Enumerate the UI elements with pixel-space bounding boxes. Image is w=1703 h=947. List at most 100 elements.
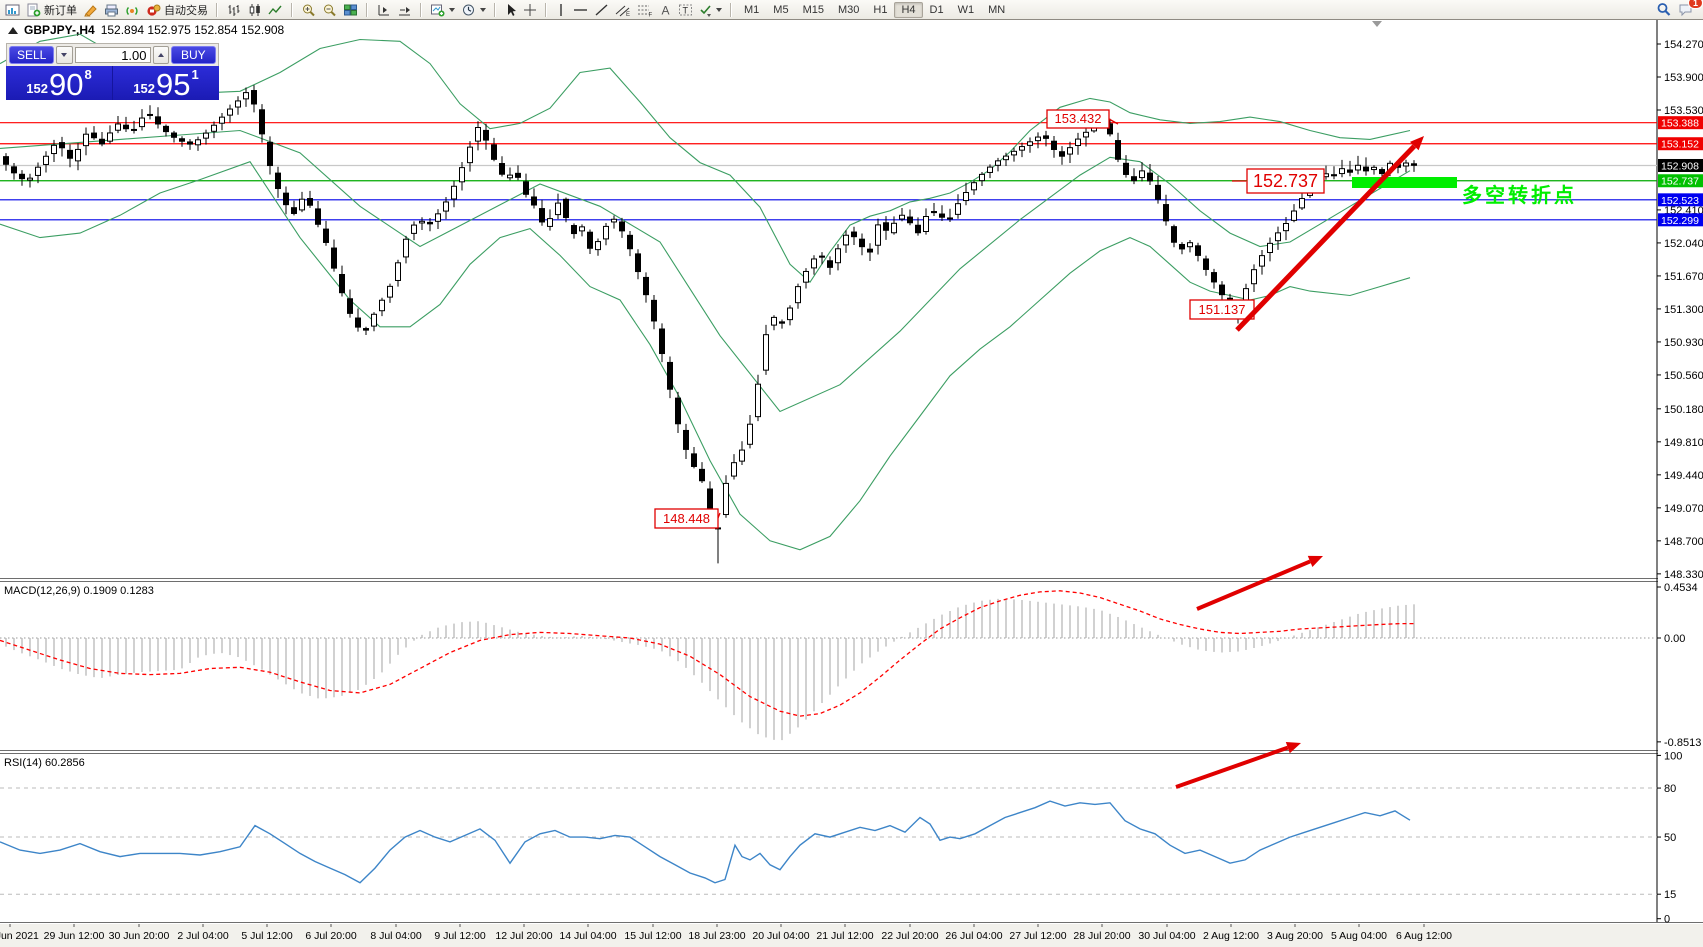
timeframe-m30[interactable]: M30 [837, 3, 860, 16]
candlestick-chart-icon [249, 3, 260, 16]
chart-shift-button[interactable] [373, 2, 394, 18]
buy-price-display[interactable]: 152 95 1 [113, 66, 219, 100]
text-button[interactable]: A [656, 2, 675, 18]
timeframe-m5[interactable]: M5 [773, 3, 789, 16]
search-button[interactable] [1653, 1, 1675, 18]
svg-text:T: T [683, 5, 689, 15]
price-callout-text: 153.432 [1055, 111, 1102, 126]
notifications-button[interactable]: 1 [1675, 0, 1703, 18]
svg-text:151.300: 151.300 [1664, 304, 1703, 316]
zoom-in-button[interactable] [298, 2, 319, 18]
time-axis[interactable]: 28 Jun 2021 29 Jun 12:00 30 Jun 20:00 2 Jul… [0, 924, 1452, 942]
svg-text:50: 50 [1664, 832, 1676, 844]
volume-decrease-button[interactable] [56, 46, 73, 64]
toolbar-separator [545, 2, 547, 17]
svg-text:148.330: 148.330 [1664, 569, 1703, 581]
text-label-button[interactable]: T [675, 2, 696, 18]
horizontal-line-button[interactable] [570, 2, 591, 18]
equidistant-channel-button[interactable]: E [612, 2, 634, 18]
svg-text:27 Jul 12:00: 27 Jul 12:00 [1009, 930, 1066, 942]
svg-text:28 Jun 2021: 28 Jun 2021 [0, 930, 39, 942]
volume-increase-button[interactable] [152, 46, 169, 64]
timeframe-d1[interactable]: D1 [929, 3, 944, 16]
timeframe-h4[interactable]: H4 [894, 1, 923, 18]
new-order-button[interactable]: 新订单 [23, 1, 80, 19]
buy-price-pip: 1 [191, 67, 199, 82]
line-chart-icon [268, 5, 282, 14]
svg-text:153.388: 153.388 [1661, 118, 1699, 130]
line-chart-button[interactable] [265, 2, 286, 18]
bollinger-bands [0, 33, 1411, 551]
toolbar-separator [366, 2, 368, 17]
chevron-down-icon [716, 7, 722, 12]
buy-price-prefix: 152 [133, 81, 155, 96]
notification-count-badge: 1 [1687, 0, 1703, 9]
crosshair-button[interactable] [520, 2, 540, 18]
arrows-button[interactable] [696, 2, 725, 18]
print-button[interactable] [101, 2, 122, 18]
timeframe-w1[interactable]: W1 [957, 3, 975, 16]
chevron-up-icon [157, 53, 164, 57]
tile-windows-icon [344, 4, 357, 15]
timeframe-m15[interactable]: M15 [802, 3, 824, 16]
auto-trading-label: 自动交易 [164, 4, 208, 17]
crosshair-icon [524, 3, 536, 16]
price-callout-text: 151.137 [1199, 302, 1246, 317]
svg-text:20 Jul 04:00: 20 Jul 04:00 [752, 930, 809, 942]
text-label-icon: T [679, 4, 692, 15]
svg-text:21 Jul 12:00: 21 Jul 12:00 [816, 930, 873, 942]
profiles-button[interactable] [458, 2, 489, 18]
search-icon [1657, 3, 1671, 16]
cursor-icon [508, 3, 516, 16]
svg-text:152.299: 152.299 [1661, 215, 1699, 227]
volume-input[interactable] [74, 47, 151, 63]
svg-text:22 Jul 20:00: 22 Jul 20:00 [881, 930, 938, 942]
buy-button[interactable]: BUY [170, 46, 216, 64]
timeframe-m1[interactable]: M1 [744, 3, 760, 16]
collapse-chart-icon[interactable] [8, 26, 18, 34]
sell-price-display[interactable]: 152 90 8 [6, 66, 112, 100]
buy-price-main: 95 [155, 67, 191, 102]
price-axis: 154.270153.900153.530152.410152.040151.6… [1657, 20, 1703, 922]
svg-text:F: F [649, 12, 653, 17]
timeframe-mn[interactable]: MN [988, 3, 1006, 16]
crayon-button[interactable] [80, 2, 101, 18]
trendline-icon [595, 3, 608, 16]
candlestick-chart-button[interactable] [244, 2, 265, 18]
svg-text:100: 100 [1664, 750, 1682, 762]
svg-text:153.530: 153.530 [1664, 105, 1703, 117]
new-chart-button[interactable] [427, 2, 458, 18]
horizontal-line-icon [574, 8, 587, 11]
fibonacci-button[interactable]: F [634, 2, 656, 18]
bar-chart-button[interactable] [223, 2, 244, 18]
annotations: 多空转折点 153.432 152.737 151.137 148.448 [654, 109, 1574, 789]
chart-window-icon [5, 4, 20, 15]
new-order-label: 新订单 [44, 4, 77, 17]
arrows-icon [700, 4, 711, 17]
svg-text:0.00: 0.00 [1664, 633, 1685, 645]
trendline-button[interactable] [591, 2, 612, 18]
ohlc-values: 152.894 152.975 152.854 152.908 [100, 23, 285, 37]
zoom-out-button[interactable] [319, 2, 340, 18]
sell-button[interactable]: SELL [9, 46, 55, 64]
tile-windows-button[interactable] [340, 2, 361, 18]
auto-scroll-button[interactable] [394, 2, 415, 18]
svg-text:151.670: 151.670 [1664, 271, 1703, 283]
svg-text:150.930: 150.930 [1664, 337, 1703, 349]
toolbar-separator [420, 2, 422, 17]
toolbar-separator [216, 2, 218, 17]
vertical-line-button[interactable] [552, 2, 570, 18]
market-watch-button[interactable] [2, 2, 23, 18]
svg-text:153.152: 153.152 [1661, 139, 1699, 151]
timeframe-h1[interactable]: H1 [873, 3, 888, 16]
signal-button[interactable] [122, 2, 143, 18]
one-click-trading-panel: SELL BUY 152 90 8 152 95 1 [6, 43, 219, 100]
cursor-button[interactable] [501, 2, 520, 18]
svg-text:12 Jul 20:00: 12 Jul 20:00 [495, 930, 552, 942]
auto-trading-button[interactable]: 自动交易 [143, 1, 211, 19]
trend-arrow [1235, 144, 1417, 332]
svg-text:80: 80 [1664, 783, 1676, 795]
svg-text:5 Aug 04:00: 5 Aug 04:00 [1331, 930, 1387, 942]
